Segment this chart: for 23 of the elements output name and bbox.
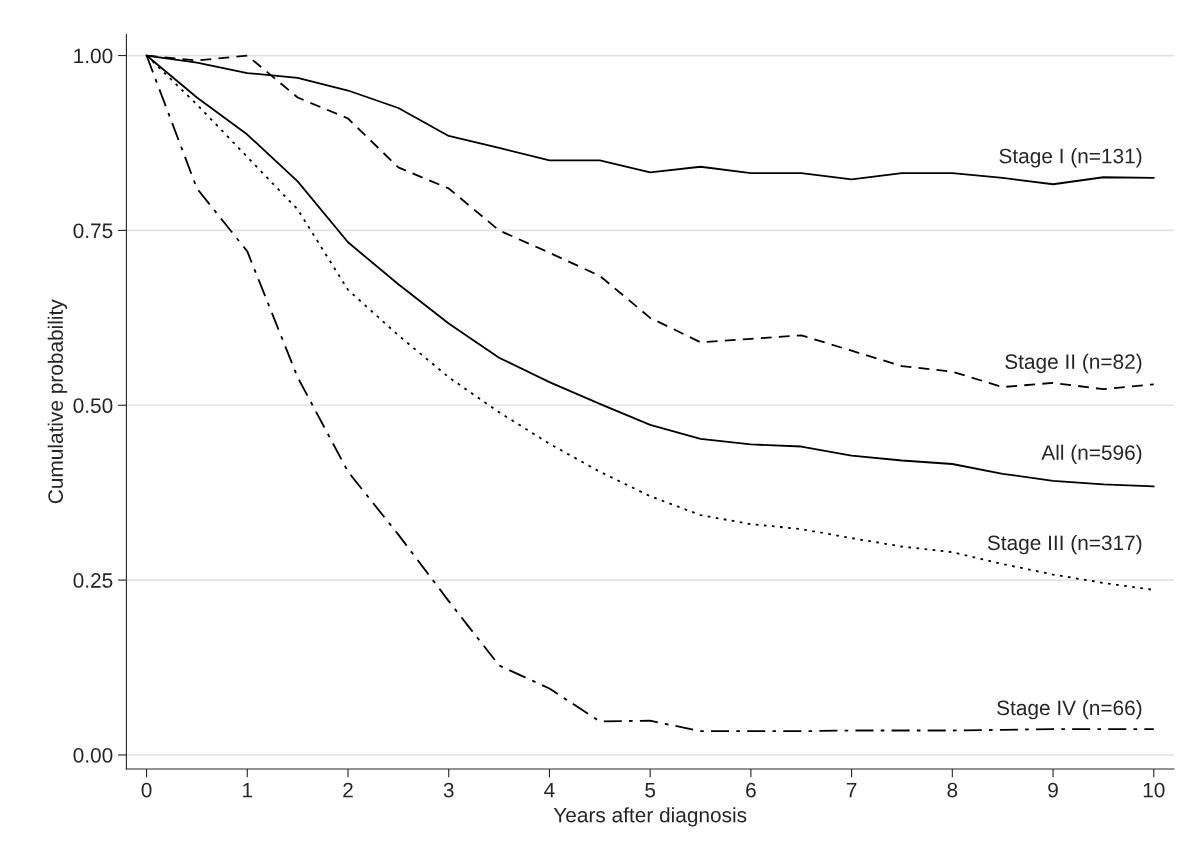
x-tick-label: 2 bbox=[343, 782, 353, 798]
x-axis-title: Years after diagnosis bbox=[553, 807, 747, 827]
y-axis-title: Cumulative probability bbox=[47, 299, 68, 504]
series-label: Stage II (n=82) bbox=[1005, 353, 1142, 374]
series-label: Stage IV (n=66) bbox=[997, 699, 1142, 720]
y-tick-label: 0.25 bbox=[73, 573, 113, 588]
series-label: All (n=596) bbox=[1041, 444, 1142, 465]
y-tick-label: 1.00 bbox=[74, 48, 113, 64]
series-label: Stage I (n=131) bbox=[999, 148, 1142, 168]
x-tick-label: 7 bbox=[846, 782, 857, 798]
x-tick-label: 8 bbox=[947, 782, 958, 798]
x-tick-label: 3 bbox=[443, 782, 454, 798]
x-tick-label: 1 bbox=[243, 782, 253, 798]
x-tick-label: 10 bbox=[1143, 782, 1165, 798]
x-tick-label: 9 bbox=[1048, 782, 1058, 798]
y-tick-label: 0.00 bbox=[73, 747, 113, 763]
y-tick-label: 0.75 bbox=[73, 223, 113, 239]
x-tick-label: 5 bbox=[645, 782, 656, 798]
x-tick-label: 6 bbox=[746, 782, 756, 798]
x-tick-label: 0 bbox=[141, 782, 152, 798]
x-tick-label: 4 bbox=[544, 782, 555, 798]
y-tick-label: 0.50 bbox=[73, 398, 113, 414]
series-label: Stage III (n=317) bbox=[987, 534, 1142, 555]
